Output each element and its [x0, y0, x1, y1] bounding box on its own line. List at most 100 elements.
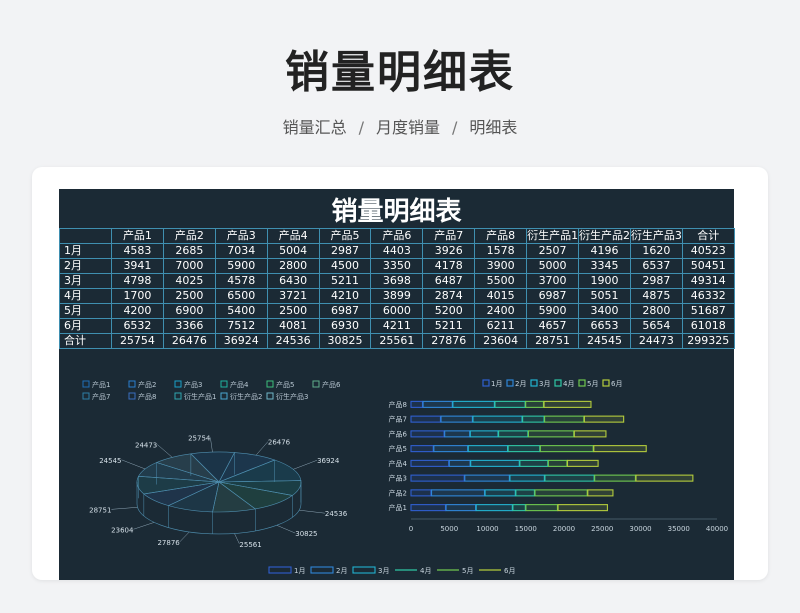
table-cell: 产品5 [318, 228, 372, 244]
x-tick-label: 40000 [706, 525, 728, 533]
table-cell: 4578 [214, 273, 268, 289]
table-cell: 28751 [526, 333, 580, 349]
table-cell: 7512 [214, 318, 268, 334]
pie-data-label: 30825 [295, 530, 317, 538]
table-cell: 5000 [526, 258, 580, 274]
table-cell: 4403 [370, 243, 424, 259]
y-tick-label: 产品3 [389, 474, 407, 483]
page-title: 销量明细表 [285, 47, 515, 98]
bar-segment [525, 400, 545, 408]
pie-leader-line [179, 531, 190, 543]
table-cell: 4500 [318, 258, 372, 274]
table-cell: 50451 [681, 258, 735, 274]
row-label: 3月 [59, 273, 112, 289]
bottom-legend-label: 4月 [420, 567, 431, 575]
bar-segment [464, 474, 510, 482]
table-cell: 7000 [162, 258, 216, 274]
bar-segment [410, 445, 434, 453]
legend-swatch [128, 380, 136, 388]
bar-segment [475, 504, 513, 512]
table-cell: 299325 [681, 333, 735, 349]
legend-swatch [128, 392, 136, 400]
bar-segment [472, 415, 523, 423]
pie-leader-line [276, 525, 296, 534]
bottom-legend-swatch [352, 566, 376, 574]
table-cell: 6900 [162, 303, 216, 319]
table-cell: 3345 [578, 258, 631, 274]
legend-swatch [312, 380, 320, 388]
bar-segment [573, 430, 607, 438]
table-cell: 5004 [266, 243, 320, 259]
bar-segment [635, 474, 694, 482]
table-cell: 2800 [629, 303, 683, 319]
table-cell: 46332 [681, 288, 735, 304]
table-cell: 51687 [681, 303, 735, 319]
legend-swatch [174, 392, 182, 400]
table-cell: 5211 [318, 273, 372, 289]
table-cell: 6000 [370, 303, 424, 319]
bar-segment [498, 430, 529, 438]
row-label: 4月 [59, 288, 112, 304]
table-cell: 4196 [578, 243, 631, 259]
bottom-legend-label: 6月 [504, 567, 515, 575]
breadcrumb-item-summary[interactable]: 销量汇总 [282, 118, 347, 137]
row-label: 1月 [59, 243, 112, 259]
table-cell: 衍生产品3 [629, 228, 683, 244]
y-tick-label: 产品2 [389, 488, 407, 497]
breadcrumb-item-monthly[interactable]: 月度销量 [375, 118, 440, 137]
bottom-legend-swatch [268, 566, 292, 574]
table-cell: 3926 [422, 243, 476, 259]
bar-segment [422, 400, 453, 408]
bar-segment [583, 415, 625, 423]
bar-segment [544, 474, 595, 482]
table-cell: 2500 [162, 288, 216, 304]
legend-swatch [506, 379, 514, 387]
table-cell: 2500 [266, 303, 320, 319]
pie-chart-panel: 产品1 产品2 产品3 产品4 产品5 产品6 产品7 产品8 衍生产品1 衍生产品2 衍生产品3 2… [59, 367, 379, 580]
legend-label: 产品3 [184, 380, 202, 389]
bar-segment [410, 474, 465, 482]
legend-label: 产品1 [92, 380, 110, 389]
legend-swatch [266, 392, 274, 400]
table-cell: 6487 [422, 273, 476, 289]
table-cell: 1700 [111, 288, 164, 304]
table-cell: 4798 [111, 273, 164, 289]
row-label: 合计 [59, 333, 112, 349]
x-tick-label: 15000 [515, 525, 537, 533]
row-label [59, 228, 112, 244]
table-cell: 40523 [681, 243, 735, 259]
bar-segment [509, 474, 545, 482]
table-cell: 5900 [214, 258, 268, 274]
table-cell: 5211 [422, 318, 476, 334]
bar-chart: 1月 2月 3月 4月 5月 6月 0 5000 10000 15000 20000 25000 300… [268, 379, 728, 575]
table-row: 3月 4798 4025 4578 6430 5211 3698 6487 5500 3700 19… [59, 273, 735, 289]
bar-segment [410, 459, 450, 467]
bar-segment [543, 400, 592, 408]
pie-leader-line [210, 437, 213, 453]
bar-segment [534, 489, 588, 497]
bar-segment [448, 459, 471, 467]
table-cell: 3698 [370, 273, 424, 289]
legend-swatch [554, 379, 562, 387]
table-cell: 5900 [526, 303, 580, 319]
breadcrumb-item-detail[interactable]: 明细表 [469, 118, 518, 137]
table-cell: 产品2 [162, 228, 216, 244]
y-tick-label: 产品1 [389, 503, 407, 512]
table-row: 6月 6532 3366 7512 4081 6930 4211 5211 6211 4657 66… [59, 318, 735, 334]
bar-segment [467, 445, 509, 453]
pie-leader-line [157, 444, 173, 458]
sheet-title: 销量明细表 [331, 197, 462, 227]
table-cell: 4211 [370, 318, 424, 334]
table-row: 5月 4200 6900 5400 2500 6987 6000 5200 2400 5900 34… [59, 303, 735, 319]
legend-label: 产品4 [230, 380, 249, 389]
table-row: 1月 4583 2685 7034 5004 2987 4403 3926 1578 2507 41… [59, 243, 735, 259]
table-cell: 5500 [474, 273, 528, 289]
table-cell: 6537 [629, 258, 683, 274]
bottom-legend-label: 3月 [378, 567, 389, 575]
x-tick-label: 30000 [629, 525, 651, 533]
bar-segment [515, 489, 535, 497]
bar-segment [430, 489, 486, 497]
table-cell: 产品4 [266, 228, 320, 244]
legend-label: 3月 [539, 380, 550, 388]
x-tick-label: 20000 [553, 525, 575, 533]
